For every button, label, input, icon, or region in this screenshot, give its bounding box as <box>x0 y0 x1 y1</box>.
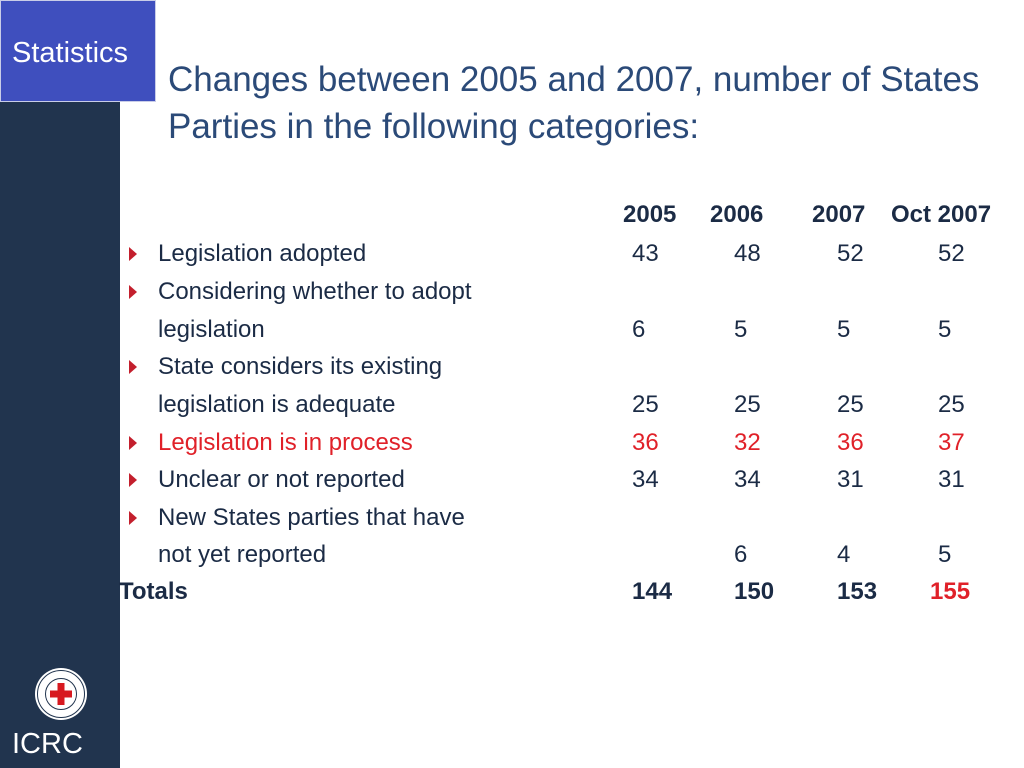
value-2007: 5 <box>837 316 851 343</box>
row-label-continued: legislation is adequate <box>158 391 396 418</box>
section-label: Statistics <box>0 0 156 102</box>
value-2006: 32 <box>734 429 761 456</box>
row-label: Considering whether to adopt <box>158 278 472 305</box>
column-header-2006: 2006 <box>710 201 764 228</box>
totals-row: Totals 144 150 153 155 <box>0 578 1024 616</box>
bullet-arrow-icon <box>129 511 137 525</box>
row-label-continued: not yet reported <box>158 541 327 568</box>
value-oct-2007: 52 <box>938 240 965 267</box>
table-row: Legislation adopted 43 48 52 52 <box>0 240 1024 278</box>
value-2006: 6 <box>734 541 748 568</box>
value-2005: 43 <box>632 240 659 267</box>
page-title: Changes between 2005 and 2007, number of… <box>168 60 980 146</box>
bullet-arrow-icon <box>129 285 137 299</box>
bullet-arrow-icon <box>129 473 137 487</box>
value-2006: 48 <box>734 240 761 267</box>
value-oct-2007: 25 <box>938 391 965 418</box>
totals-label: Totals <box>119 578 188 605</box>
value-2006: 34 <box>734 466 761 493</box>
row-label: New States parties that have <box>158 504 465 531</box>
bullet-arrow-icon <box>129 360 137 374</box>
bullet-arrow-icon <box>129 436 137 450</box>
value-oct-2007: 5 <box>938 316 952 343</box>
table-header: 2005 2006 2007 Oct 2007 <box>0 201 1024 235</box>
value-2007: 4 <box>837 541 851 568</box>
value-2006: 25 <box>734 391 761 418</box>
value-2007: 31 <box>837 466 864 493</box>
value-2005: 36 <box>632 429 659 456</box>
value-oct-2007: 31 <box>938 466 965 493</box>
total-2005: 144 <box>632 578 673 605</box>
org-name: ICRC <box>12 728 83 760</box>
value-2007: 36 <box>837 429 864 456</box>
value-oct-2007: 5 <box>938 541 952 568</box>
table-row-continuation: not yet reported 6 4 5 <box>0 541 1024 579</box>
table-row-continuation: legislation is adequate 25 25 25 25 <box>0 391 1024 429</box>
table-row: Considering whether to adopt <box>0 278 1024 316</box>
value-oct-2007: 37 <box>938 429 965 456</box>
row-label: Legislation adopted <box>158 240 367 267</box>
table-row-continuation: legislation 6 5 5 5 <box>0 316 1024 354</box>
sidebar <box>0 0 120 768</box>
column-header-oct-2007: Oct 2007 <box>891 201 992 228</box>
column-header-2005: 2005 <box>623 201 677 228</box>
row-label: State considers its existing <box>158 353 443 380</box>
value-2007: 25 <box>837 391 864 418</box>
table-row-highlighted: Legislation is in process 36 32 36 37 <box>0 429 1024 467</box>
value-2005: 34 <box>632 466 659 493</box>
row-label: Unclear or not reported <box>158 466 405 493</box>
table-row: Unclear or not reported 34 34 31 31 <box>0 466 1024 504</box>
row-label: Legislation is in process <box>158 429 413 456</box>
total-2006: 150 <box>734 578 775 605</box>
total-2007: 153 <box>837 578 878 605</box>
total-oct-2007: 155 <box>930 578 971 605</box>
value-2006: 5 <box>734 316 748 343</box>
table-row: New States parties that have <box>0 504 1024 542</box>
value-2005: 25 <box>632 391 659 418</box>
table-row: State considers its existing <box>0 353 1024 391</box>
value-2005: 6 <box>632 316 646 343</box>
column-header-2007: 2007 <box>812 201 866 228</box>
bullet-arrow-icon <box>129 247 137 261</box>
row-label-continued: legislation <box>158 316 265 343</box>
value-2007: 52 <box>837 240 864 267</box>
red-cross-emblem-icon <box>35 668 87 720</box>
